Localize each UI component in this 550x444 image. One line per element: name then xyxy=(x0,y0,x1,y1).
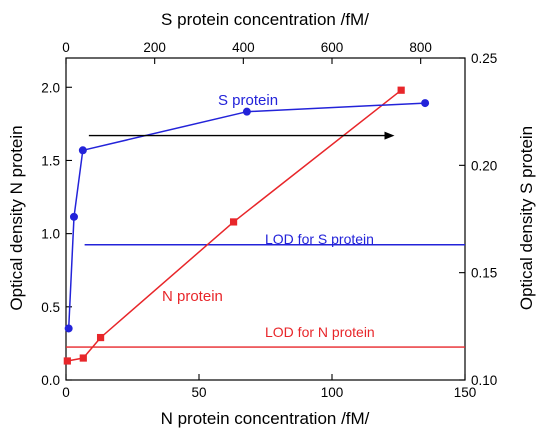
s-protein-point xyxy=(242,107,251,116)
n-protein-point xyxy=(63,357,71,365)
arrow-layer xyxy=(88,131,395,140)
plot-frame xyxy=(65,57,466,381)
n-protein-annotation: N protein xyxy=(162,288,223,305)
s-protein-line xyxy=(67,102,426,329)
y-right-tick-label: 0.10 xyxy=(471,373,497,388)
n-protein-point xyxy=(397,86,405,94)
y-right-tick-label: 0.20 xyxy=(471,158,497,173)
y-right-tick-label: 0.25 xyxy=(471,51,497,66)
y-left-tick-label: 2.0 xyxy=(41,80,60,95)
x-bottom-tick-label: 0 xyxy=(62,385,70,400)
series-layer xyxy=(63,86,430,365)
s-protein-annotation: S protein xyxy=(218,92,278,109)
x-bottom-tick-label: 100 xyxy=(321,385,344,400)
x-top-tick-label: 600 xyxy=(321,40,344,55)
n-protein-point xyxy=(79,354,87,362)
lod-s-label: LOD for S protein xyxy=(265,231,374,247)
n-protein-point xyxy=(229,218,238,226)
y-left-tick-label: 1.0 xyxy=(41,227,60,242)
y-left-tick-label: 0.0 xyxy=(41,373,60,388)
left-axis-title: Optical density N protein xyxy=(7,125,26,310)
s-protein-point xyxy=(64,324,73,333)
x-top-tick-label: 0 xyxy=(62,40,70,55)
lod-n-label: LOD for N protein xyxy=(265,324,375,340)
n-protein-point xyxy=(96,333,105,342)
x-bottom-tick-label: 150 xyxy=(454,385,477,400)
y-left-tick-label: 0.5 xyxy=(41,300,60,315)
s-protein-point xyxy=(421,99,430,108)
bottom-axis-title: N protein concentration /fM/ xyxy=(161,409,370,428)
x-top-tick-label: 800 xyxy=(409,40,432,55)
right-axis-title: Optical density S protein xyxy=(517,126,536,310)
s-protein-point xyxy=(69,212,78,221)
arrow-head xyxy=(384,131,395,140)
s-protein-point xyxy=(78,146,87,155)
x-bottom-tick-label: 50 xyxy=(191,385,206,400)
y-left-tick-label: 1.5 xyxy=(41,153,60,168)
n-protein-line xyxy=(67,89,402,362)
ticks-layer: 0 50 100 150 0 200 400 600 800 0.0 0.5 1.0 1.5 2.0 0.1… xyxy=(41,40,497,400)
x-top-tick-label: 400 xyxy=(232,40,255,55)
y-right-tick-label: 0.15 xyxy=(471,266,497,281)
top-axis-title: S protein concentration /fM/ xyxy=(161,10,369,29)
x-top-tick-label: 200 xyxy=(143,40,166,55)
reference-lines-layer xyxy=(66,244,465,348)
